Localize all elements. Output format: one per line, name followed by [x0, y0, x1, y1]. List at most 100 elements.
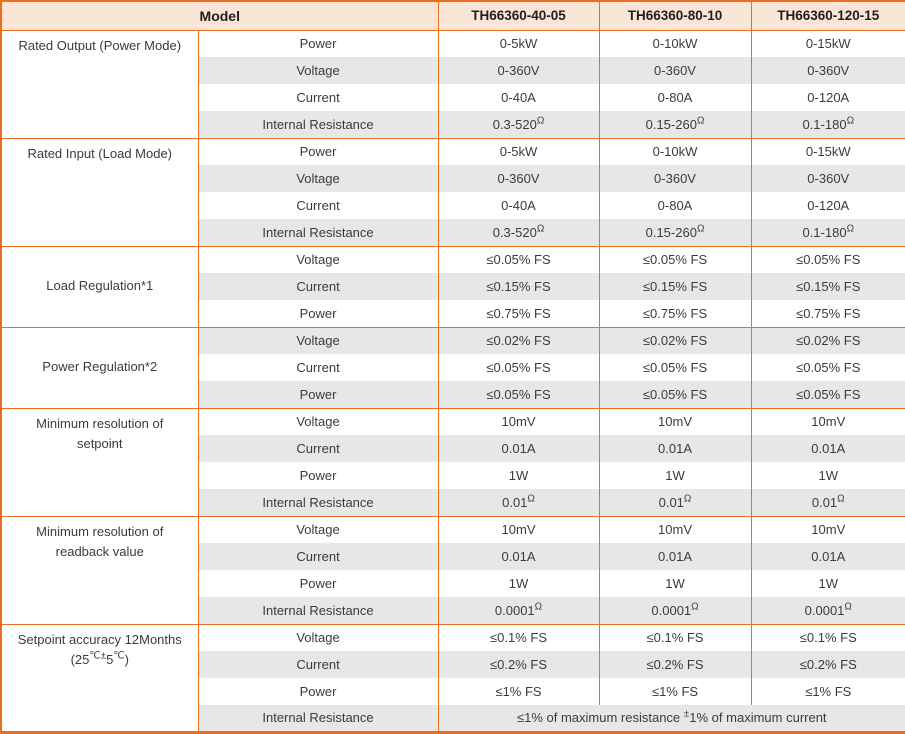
table-row: Current 0.01A 0.01A 0.01A	[1, 435, 905, 462]
table-row: Power 1W 1W 1W	[1, 462, 905, 489]
parameter-cell: Internal Resistance	[197, 219, 439, 246]
value-cell: 0.01A	[598, 543, 752, 570]
value-cell: ≤1% FS	[437, 678, 600, 705]
parameter-cell: Power	[197, 678, 439, 705]
value-cell: ≤0.05% FS	[750, 245, 905, 273]
table-row: Current 0-40A 0-80A 0-120A	[1, 192, 905, 219]
table-row: Internal Resistance 0.0001Ω 0.0001Ω 0.0001Ω	[1, 597, 905, 624]
parameter-cell: Power	[197, 300, 439, 327]
table-row: Power ≤1% FS ≤1% FS ≤1% FS	[1, 678, 905, 705]
value-cell: 0-80A	[598, 192, 752, 219]
value-cell: 10mV	[598, 515, 752, 543]
model-column-header-2: TH66360-80-10	[598, 1, 752, 31]
value-cell: 0-40A	[437, 84, 600, 111]
parameter-cell: Power	[197, 137, 439, 165]
table-row: Internal Resistance 0.3-520Ω 0.15-260Ω 0.1-…	[1, 111, 905, 138]
value-cell: 10mV	[437, 407, 600, 435]
value-cell: ≤0.02% FS	[750, 326, 905, 354]
value-cell: 1W	[437, 462, 600, 489]
value-cell: ≤0.75% FS	[437, 300, 600, 327]
parameter-cell: Internal Resistance	[197, 111, 439, 138]
value-cell: 0.1-180Ω	[750, 111, 905, 138]
table-row: Power Regulation*2 Voltage ≤0.02% FS ≤0.02%…	[1, 326, 905, 408]
value-cell: ≤0.2% FS	[437, 651, 600, 678]
parameter-cell: Current	[197, 354, 439, 381]
value-cell: ≤0.75% FS	[598, 300, 752, 327]
parameter-cell: Voltage	[197, 57, 439, 84]
value-cell: 0.01A	[437, 435, 600, 462]
group-label-cell: Power Regulation*2	[1, 326, 199, 408]
value-cell: 0.3-520Ω	[437, 111, 600, 138]
value-cell: 10mV	[598, 407, 752, 435]
value-cell: 0-360V	[750, 165, 905, 192]
value-cell: ≤0.2% FS	[598, 651, 752, 678]
value-cell: 0-360V	[437, 165, 600, 192]
value-cell: 0-120A	[750, 84, 905, 111]
value-cell: 0-360V	[598, 165, 752, 192]
value-cell: ≤0.05% FS	[750, 354, 905, 381]
value-cell: 0.01Ω	[437, 489, 600, 516]
parameter-cell: Voltage	[197, 515, 439, 543]
parameter-cell: Power	[197, 570, 439, 597]
parameter-cell: Internal Resistance	[197, 489, 439, 516]
value-cell: 0-5kW	[437, 137, 600, 165]
value-cell: 0.15-260Ω	[598, 111, 752, 138]
value-cell: 0-5kW	[437, 29, 600, 57]
value-cell: 1W	[437, 570, 600, 597]
value-cell: ≤0.05% FS	[437, 381, 600, 408]
value-cell: 10mV	[750, 407, 905, 435]
value-cell: ≤0.15% FS	[437, 273, 600, 300]
value-cell: ≤1% FS	[598, 678, 752, 705]
parameter-cell: Power	[197, 381, 439, 408]
value-cell: 0.01A	[750, 543, 905, 570]
value-cell: 10mV	[437, 515, 600, 543]
value-cell: 0.1-180Ω	[750, 219, 905, 246]
value-cell: 0.3-520Ω	[437, 219, 600, 246]
value-cell: 0-40A	[437, 192, 600, 219]
value-cell: 1W	[598, 462, 752, 489]
table-row: Current ≤0.05% FS ≤0.05% FS ≤0.05% FS	[1, 354, 905, 381]
value-cell: 0.01A	[437, 543, 600, 570]
parameter-cell: Power	[197, 462, 439, 489]
value-cell: ≤0.15% FS	[598, 273, 752, 300]
table-row: Internal Resistance 0.3-520Ω 0.15-260Ω 0.1-…	[1, 219, 905, 246]
parameter-cell: Current	[197, 84, 439, 111]
value-cell: 1W	[750, 462, 905, 489]
table-row: Power ≤0.75% FS ≤0.75% FS ≤0.75% FS	[1, 300, 905, 327]
value-cell: 0-10kW	[598, 137, 752, 165]
value-cell: ≤0.1% FS	[437, 623, 600, 651]
table-row: Current ≤0.15% FS ≤0.15% FS ≤0.15% FS	[1, 273, 905, 300]
parameter-cell: Voltage	[197, 623, 439, 651]
value-cell: ≤0.05% FS	[437, 245, 600, 273]
value-cell: ≤0.15% FS	[750, 273, 905, 300]
parameter-cell: Current	[197, 435, 439, 462]
table-row: Rated Output (Power Mode) Power 0-5kW 0-10k…	[1, 29, 905, 138]
parameter-cell: Internal Resistance	[197, 705, 439, 732]
value-cell: ≤1% FS	[750, 678, 905, 705]
parameter-cell: Voltage	[197, 165, 439, 192]
value-cell: ≤0.05% FS	[598, 381, 752, 408]
value-cell: 0-360V	[437, 57, 600, 84]
value-cell: 0.15-260Ω	[598, 219, 752, 246]
table-row: Minimum resolution of readback value Volt…	[1, 515, 905, 624]
model-column-header-1: TH66360-40-05	[437, 1, 600, 31]
value-cell: 0.01A	[750, 435, 905, 462]
parameter-cell: Current	[197, 192, 439, 219]
value-cell: 10mV	[750, 515, 905, 543]
value-cell: 0-15kW	[750, 137, 905, 165]
table-row: Minimum resolution of setpoint Voltage 10m…	[1, 407, 905, 516]
group-label-cell: Setpoint accuracy 12Months (25℃±5℃)	[1, 623, 199, 732]
value-cell: 0.01A	[598, 435, 752, 462]
value-cell: ≤0.05% FS	[750, 381, 905, 408]
group-label-cell: Rated Input (Load Mode)	[1, 137, 199, 246]
value-cell: 0-360V	[598, 57, 752, 84]
table-row: Power ≤0.05% FS ≤0.05% FS ≤0.05% FS	[1, 381, 905, 408]
parameter-cell: Current	[197, 651, 439, 678]
value-cell: 0-10kW	[598, 29, 752, 57]
parameter-cell: Voltage	[197, 326, 439, 354]
table-row: Load Regulation*1 Voltage ≤0.05% FS ≤0.05% …	[1, 245, 905, 327]
value-cell: 0-120A	[750, 192, 905, 219]
table-row: Voltage 0-360V 0-360V 0-360V	[1, 57, 905, 84]
value-cell: ≤0.1% FS	[598, 623, 752, 651]
